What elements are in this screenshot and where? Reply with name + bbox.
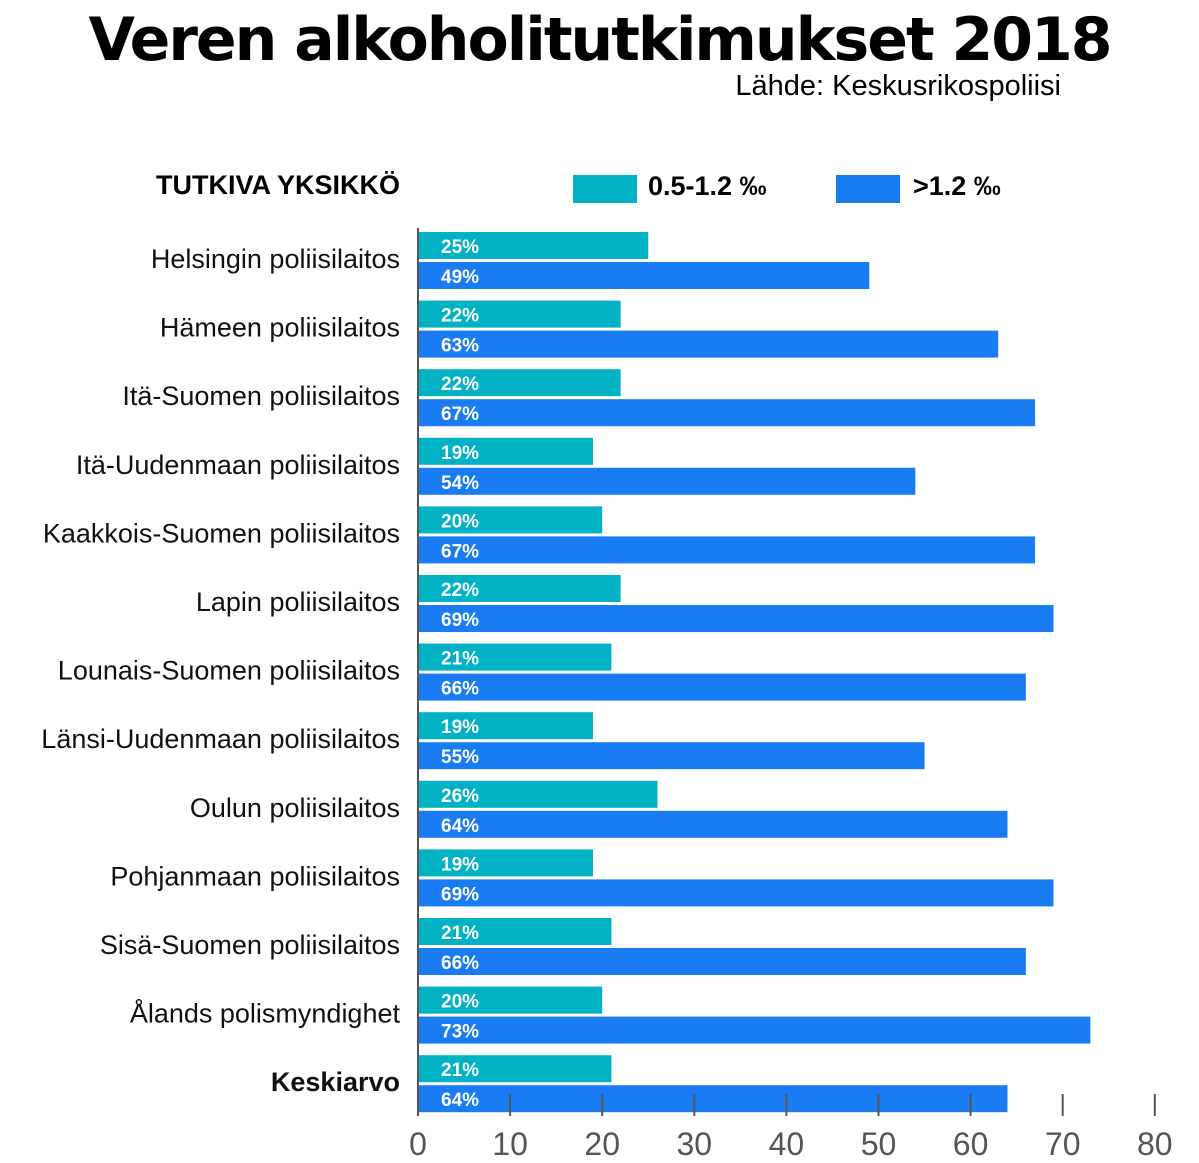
- category-label: Länsi-Uudenmaan poliisilaitos: [41, 724, 400, 754]
- bar-series-1: [418, 986, 603, 1014]
- bar-value-label: 19%: [441, 443, 479, 464]
- category-label: Itä-Uudenmaan poliisilaitos: [76, 450, 400, 480]
- bar-value-label: 20%: [441, 511, 479, 532]
- category-label: Hämeen poliisilaitos: [160, 313, 400, 343]
- bar-value-label: 69%: [441, 884, 479, 905]
- x-tick-label: 30: [677, 1126, 713, 1162]
- bar-series-1: [418, 780, 658, 808]
- bar-series-2: [418, 742, 925, 770]
- bar-value-label: 25%: [441, 237, 479, 258]
- bar-series-1: [418, 369, 621, 397]
- bar-series-1: [418, 575, 621, 602]
- x-tick-label: 80: [1137, 1126, 1173, 1162]
- legend-label-series-1: 0.5-1.2 ‰: [648, 171, 767, 201]
- category-label: Oulun poliisilaitos: [190, 793, 400, 823]
- bar-value-label: 66%: [441, 953, 479, 974]
- bar-value-label: 64%: [441, 816, 479, 837]
- x-tick-label: 20: [584, 1126, 620, 1162]
- bar-value-label: 26%: [441, 786, 479, 807]
- bar-value-label: 22%: [441, 306, 479, 327]
- bar-value-label: 69%: [441, 610, 479, 631]
- bar-series-1: [418, 918, 612, 945]
- bar-series-1: [418, 712, 593, 740]
- bar-series-2: [418, 879, 1054, 907]
- bar-series-2: [418, 467, 916, 495]
- bar-value-label: 49%: [441, 267, 479, 288]
- x-tick-label: 40: [769, 1126, 805, 1162]
- bar-series-2: [418, 673, 1026, 701]
- bar-value-label: 73%: [441, 1022, 479, 1043]
- chart-source: Lähde: Keskusrikospoliisi: [735, 70, 1061, 102]
- bar-value-label: 64%: [441, 1090, 479, 1111]
- bar-series-1: [418, 643, 612, 671]
- category-label: Pohjanmaan poliisilaitos: [110, 861, 400, 891]
- bar-series-2: [418, 1085, 1008, 1113]
- bar-value-label: 21%: [441, 1060, 479, 1081]
- category-label: Lapin poliisilaitos: [196, 587, 400, 617]
- bar-value-label: 55%: [441, 747, 479, 768]
- category-header: TUTKIVA YKSIKKÖ: [155, 170, 400, 200]
- x-tick-label: 70: [1045, 1126, 1081, 1162]
- category-label: Kaakkois-Suomen poliisilaitos: [43, 518, 400, 548]
- bar-value-label: 66%: [441, 679, 479, 700]
- bar-series-2: [418, 262, 870, 289]
- bar-series-2: [418, 605, 1054, 632]
- x-tick-label: 50: [861, 1126, 897, 1162]
- bar-series-1: [418, 1055, 612, 1083]
- bar-value-label: 19%: [441, 854, 479, 875]
- bar-value-label: 22%: [441, 580, 479, 601]
- chart-title: Veren alkoholitutkimukset 2018: [88, 5, 1112, 75]
- category-label: Itä-Suomen poliisilaitos: [122, 381, 400, 411]
- bar-value-label: 67%: [441, 404, 479, 425]
- bar-value-label: 20%: [441, 992, 479, 1013]
- category-label: Ålands polismyndighet: [130, 998, 401, 1029]
- x-tick-label: 10: [492, 1126, 528, 1162]
- bar-value-label: 67%: [441, 541, 479, 562]
- bar-value-label: 22%: [441, 374, 479, 395]
- bar-series-1: [418, 232, 649, 259]
- bar-series-1: [418, 300, 621, 328]
- bar-value-label: 63%: [441, 336, 479, 357]
- bar-value-label: 21%: [441, 923, 479, 944]
- bar-series-2: [418, 536, 1036, 564]
- bar-value-label: 21%: [441, 649, 479, 670]
- x-tick-label: 60: [953, 1126, 989, 1162]
- bar-series-2: [418, 399, 1036, 427]
- bar-series-1: [418, 506, 603, 534]
- bar-series-2: [418, 948, 1026, 975]
- bar-value-label: 54%: [441, 473, 479, 494]
- category-label: Sisä-Suomen poliisilaitos: [100, 930, 400, 960]
- bar-series-2: [418, 330, 999, 358]
- bar-series-1: [418, 849, 593, 877]
- legend-label-series-2: >1.2 ‰: [913, 171, 1001, 201]
- category-label: Lounais-Suomen poliisilaitos: [58, 656, 400, 686]
- bar-series-1: [418, 437, 593, 465]
- x-tick-label: 0: [409, 1126, 427, 1162]
- bar-series-2: [418, 810, 1008, 838]
- legend-swatch-series-1: [573, 175, 637, 203]
- bar-series-2: [418, 1016, 1091, 1044]
- category-label: Keskiarvo: [271, 1067, 400, 1097]
- bar-value-label: 19%: [441, 717, 479, 738]
- category-label: Helsingin poliisilaitos: [151, 244, 400, 274]
- legend-swatch-series-2: [836, 175, 900, 203]
